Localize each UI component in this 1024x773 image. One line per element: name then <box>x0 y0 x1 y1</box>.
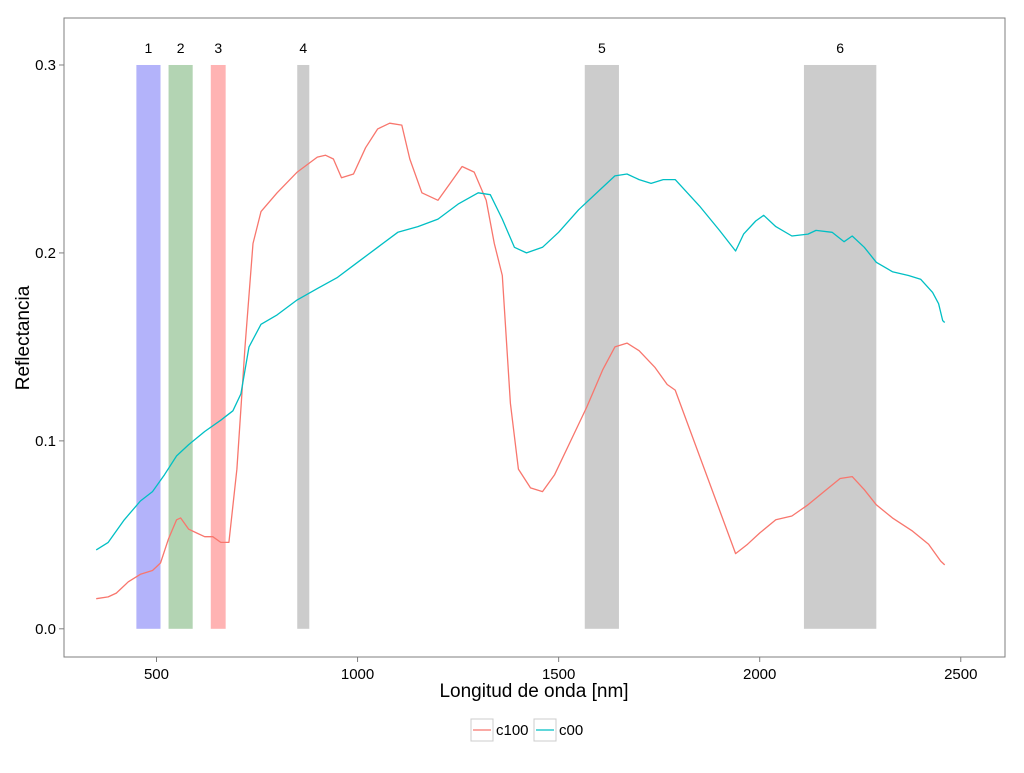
x-tick-label: 1500 <box>542 666 575 683</box>
x-tick-label: 1000 <box>341 666 374 683</box>
axes-layer: 500 1000 1500 2000 2500 0.0 0.1 0.2 0.3 <box>35 57 977 683</box>
series-layer <box>95 122 946 600</box>
legend-label-c100: c100 <box>496 722 529 739</box>
y-tick-label: 0.1 <box>35 433 56 450</box>
y-tick-label: 0.2 <box>35 245 56 262</box>
legend-item-c00: c00 <box>533 718 583 742</box>
y-tick-label: 0.0 <box>35 621 56 638</box>
x-tick-label: 2000 <box>743 666 776 683</box>
band-label-6: 6 <box>836 40 844 56</box>
band-1 <box>136 64 161 629</box>
legend-item-c100: c100 <box>470 718 529 742</box>
x-axis-title: Longitud de onda [nm] <box>439 681 628 702</box>
legend-label-c00: c00 <box>559 722 583 739</box>
band-label-5: 5 <box>598 40 606 56</box>
band-3 <box>210 64 226 629</box>
band-5 <box>584 64 619 629</box>
band-label-3: 3 <box>214 40 222 56</box>
band-label-2: 2 <box>177 40 185 56</box>
y-tick-label: 0.3 <box>35 57 56 74</box>
x-tick-label: 500 <box>144 666 169 683</box>
band-2 <box>168 64 193 629</box>
band-label-1: 1 <box>145 40 153 56</box>
bands-layer: 1 2 3 4 5 6 <box>136 40 877 629</box>
band-label-4: 4 <box>299 40 307 56</box>
band-6 <box>803 64 877 629</box>
plot-frame <box>63 17 1006 658</box>
series-line-c100 <box>96 122 946 600</box>
series-line-c00 <box>95 173 946 551</box>
x-tick-label: 2500 <box>944 666 977 683</box>
legend: c100 c00 <box>470 718 583 742</box>
y-axis-title: Reflectancia <box>13 285 34 390</box>
band-4 <box>297 64 310 629</box>
